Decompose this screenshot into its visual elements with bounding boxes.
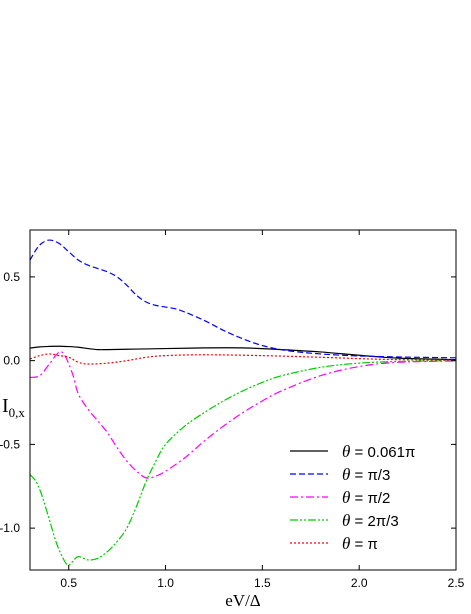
tick-layer: 0.5 1.0 1.5 2.0 2.5 -1.0 -0.5 0.0 0.5 bbox=[0, 230, 465, 590]
legend-label-4: θ = 2π/3 bbox=[342, 511, 399, 530]
legend-label-5: θ = π bbox=[342, 534, 378, 553]
x-tick-label: 2.5 bbox=[448, 576, 465, 590]
y-tick-label: 0.5 bbox=[3, 270, 20, 284]
plot-frame bbox=[29, 229, 457, 571]
x-tick-label: 1.0 bbox=[157, 576, 174, 590]
legend: θ = 0.061π θ = π/3 θ = π/2 θ = 2π/3 θ = π bbox=[290, 442, 415, 553]
series-line-4 bbox=[29, 360, 457, 566]
legend-label-1: θ = 0.061π bbox=[342, 442, 415, 461]
y-tick-label: -0.5 bbox=[0, 437, 20, 451]
y-axis-label: I0,x bbox=[2, 395, 25, 420]
legend-label-3: θ = π/2 bbox=[342, 488, 390, 507]
series-line-1 bbox=[29, 345, 457, 361]
legend-label-2: θ = π/3 bbox=[342, 465, 390, 484]
x-tick-label: 2.0 bbox=[351, 576, 368, 590]
series-line-2 bbox=[29, 239, 457, 359]
x-tick-label: 1.5 bbox=[254, 576, 271, 590]
x-tick-label: 0.5 bbox=[60, 576, 77, 590]
y-tick-label: -1.0 bbox=[0, 521, 20, 535]
x-axis-label: eV/Δ bbox=[225, 591, 261, 609]
series-layer bbox=[29, 239, 457, 566]
y-tick-label: 0.0 bbox=[3, 354, 20, 368]
y-axis-label-main: I bbox=[2, 395, 9, 417]
y-axis-label-subscript: 0,x bbox=[9, 405, 26, 420]
